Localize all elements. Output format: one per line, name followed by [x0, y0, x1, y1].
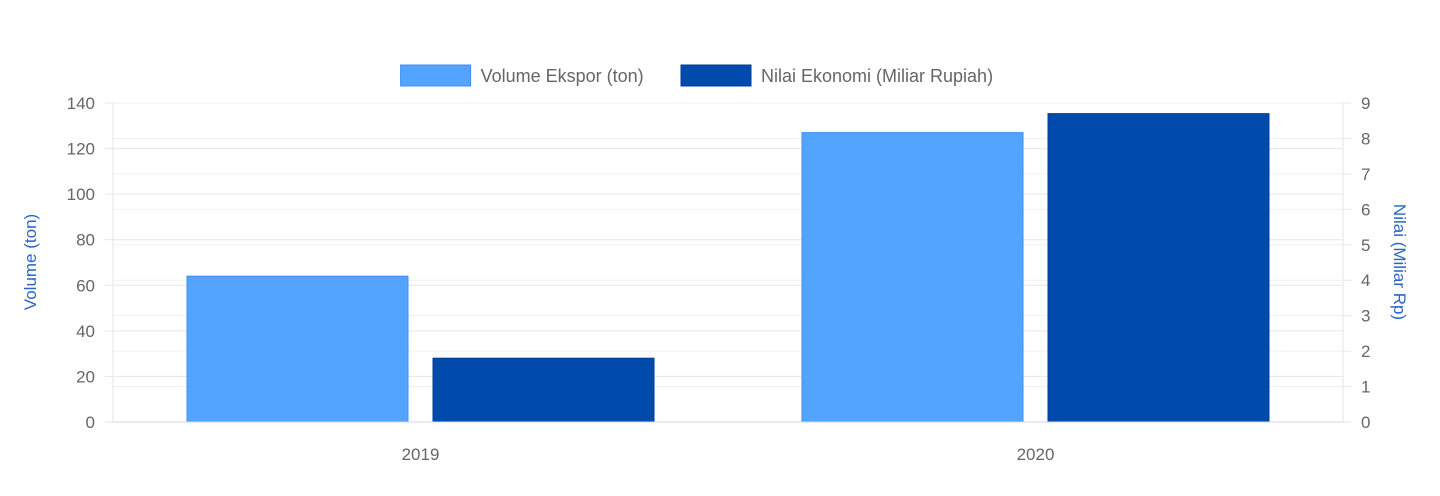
y-right-tick-label: 1: [1361, 378, 1370, 397]
x-tick-label: 2020: [1017, 445, 1055, 464]
y-right-tick-label: 8: [1361, 129, 1370, 148]
y-right-tick-label: 7: [1361, 165, 1370, 184]
y-left-tick-label: 40: [76, 322, 95, 341]
y-left-tick-label: 20: [76, 367, 95, 386]
axes: 0 20 40 60 80 100 120 140 0 1 2 3 4 5 6 7 8 9 2019 2020: [67, 94, 1371, 464]
legend-swatch-nilai[interactable]: [680, 64, 752, 87]
y-left-tick-label: 80: [76, 231, 95, 250]
legend-label-nilai[interactable]: Nilai Ekonomi (Miliar Rupiah): [761, 66, 993, 86]
y-right-tick-label: 0: [1361, 413, 1370, 432]
y-axis-right-title: Nilai (Miliar Rp): [1390, 204, 1409, 320]
y-right-tick-label: 9: [1361, 94, 1370, 113]
legend-label-volume[interactable]: Volume Ekspor (ton): [481, 66, 644, 86]
y-left-tick-label: 140: [67, 94, 95, 113]
y-right-tick-label: 4: [1361, 271, 1370, 290]
legend: Volume Ekspor (ton) Nilai Ekonomi (Miliar…: [400, 64, 993, 87]
bar-nilai-2020[interactable]: [1047, 113, 1270, 423]
x-tick-label: 2019: [402, 445, 440, 464]
bar-nilai-2019[interactable]: [432, 357, 655, 423]
bars: [186, 113, 1270, 423]
y-left-tick-label: 60: [76, 276, 95, 295]
bar-volume-2020[interactable]: [801, 132, 1024, 423]
y-right-tick-label: 3: [1361, 307, 1370, 326]
y-left-tick-label: 0: [86, 413, 95, 432]
y-right-tick-label: 2: [1361, 342, 1370, 361]
y-right-tick-label: 5: [1361, 236, 1370, 255]
legend-swatch-volume[interactable]: [400, 64, 472, 87]
y-axis-left-title: Volume (ton): [21, 214, 40, 310]
bar-volume-2019[interactable]: [186, 275, 409, 423]
y-left-tick-label: 100: [67, 185, 95, 204]
y-left-tick-label: 120: [67, 140, 95, 159]
y-right-tick-label: 6: [1361, 200, 1370, 219]
